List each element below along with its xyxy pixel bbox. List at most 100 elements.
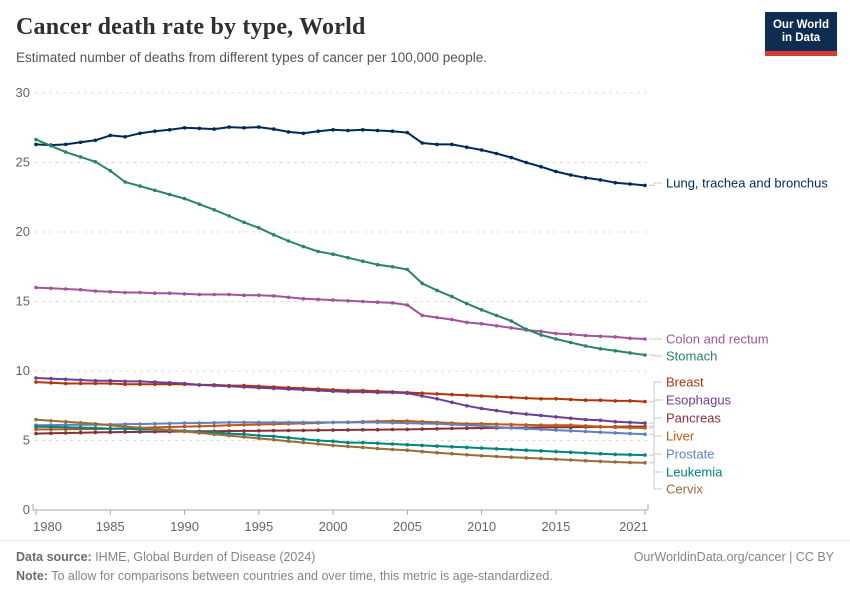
data-point[interactable] [138,184,142,188]
data-point[interactable] [509,422,514,427]
series-points-esophagus[interactable] [34,376,647,425]
data-point[interactable] [242,385,246,389]
data-point[interactable] [509,395,514,400]
data-point[interactable] [435,315,439,320]
data-point[interactable] [583,333,588,338]
data-point[interactable] [450,400,454,405]
data-point[interactable] [420,427,425,431]
data-point[interactable] [628,399,632,403]
data-point[interactable] [598,334,603,339]
data-point[interactable] [405,442,410,447]
data-point[interactable] [524,423,528,427]
data-point[interactable] [554,337,558,341]
data-point[interactable] [49,381,53,385]
data-point[interactable] [182,421,187,425]
data-point[interactable] [554,331,558,336]
data-point[interactable] [153,421,157,426]
data-point[interactable] [271,294,276,298]
data-point[interactable] [78,155,83,159]
data-point[interactable] [257,436,261,441]
data-point[interactable] [182,126,187,130]
data-point[interactable] [643,337,647,341]
data-point[interactable] [390,427,395,432]
data-point[interactable] [479,394,484,398]
data-point[interactable] [301,244,306,249]
data-point[interactable] [420,281,425,286]
data-point[interactable] [361,259,365,264]
data-point[interactable] [257,125,261,129]
data-point[interactable] [509,155,514,160]
legend-label-esophagus[interactable]: Esophagus [666,393,732,408]
data-point[interactable] [49,376,53,381]
data-point[interactable] [465,426,469,431]
data-point[interactable] [257,293,261,298]
data-point[interactable] [479,148,484,152]
data-point[interactable] [331,128,335,132]
data-point[interactable] [465,320,469,325]
data-point[interactable] [49,427,53,432]
data-point[interactable] [271,127,276,131]
data-point[interactable] [643,353,647,357]
data-point[interactable] [494,394,499,399]
data-point[interactable] [108,426,113,431]
data-point[interactable] [450,422,454,427]
data-point[interactable] [138,290,142,295]
data-point[interactable] [271,434,276,439]
data-point[interactable] [34,417,38,422]
data-point[interactable] [227,292,231,297]
data-point[interactable] [93,138,98,143]
data-point[interactable] [494,151,499,156]
data-point[interactable] [34,376,38,380]
data-point[interactable] [257,420,261,425]
data-point[interactable] [539,427,543,432]
data-point[interactable] [34,142,38,147]
data-point[interactable] [212,208,216,212]
data-point[interactable] [346,390,350,394]
data-point[interactable] [197,421,202,425]
data-point[interactable] [63,287,68,291]
data-point[interactable] [390,420,395,425]
series-line-colon-and-rectum[interactable] [35,286,646,340]
data-point[interactable] [271,233,276,237]
data-point[interactable] [346,299,350,303]
data-point[interactable] [554,428,558,432]
data-point[interactable] [375,390,380,395]
data-point[interactable] [227,125,231,129]
data-point[interactable] [301,440,306,445]
data-point[interactable] [63,150,68,154]
data-point[interactable] [375,262,380,267]
data-point[interactable] [524,412,528,416]
legend-label-prostate[interactable]: Prostate [666,447,714,462]
data-point[interactable] [613,399,618,403]
data-point[interactable] [598,398,603,403]
legend-label-colon-and-rectum[interactable]: Colon and rectum [666,332,769,347]
data-point[interactable] [375,446,380,451]
data-point[interactable] [583,417,588,422]
data-point[interactable] [153,129,157,133]
data-point[interactable] [301,428,306,433]
data-point[interactable] [78,425,83,430]
data-point[interactable] [524,448,528,453]
data-point[interactable] [242,220,246,225]
data-point[interactable] [271,428,276,433]
data-point[interactable] [539,449,543,453]
series-line-lung-trachea-and-bronchus[interactable] [35,126,646,187]
data-point[interactable] [108,378,113,383]
data-point[interactable] [123,180,127,184]
data-point[interactable] [346,444,350,449]
data-point[interactable] [390,390,395,395]
data-point[interactable] [598,459,603,464]
legend-label-liver[interactable]: Liver [666,429,695,444]
data-point[interactable] [182,424,187,429]
data-point[interactable] [331,420,335,425]
data-point[interactable] [93,430,98,435]
data-point[interactable] [509,426,514,430]
data-point[interactable] [420,313,425,318]
data-point[interactable] [301,437,306,441]
data-point[interactable] [212,432,216,437]
data-point[interactable] [301,131,306,136]
data-point[interactable] [138,430,142,434]
data-point[interactable] [405,448,410,453]
data-point[interactable] [479,454,484,458]
